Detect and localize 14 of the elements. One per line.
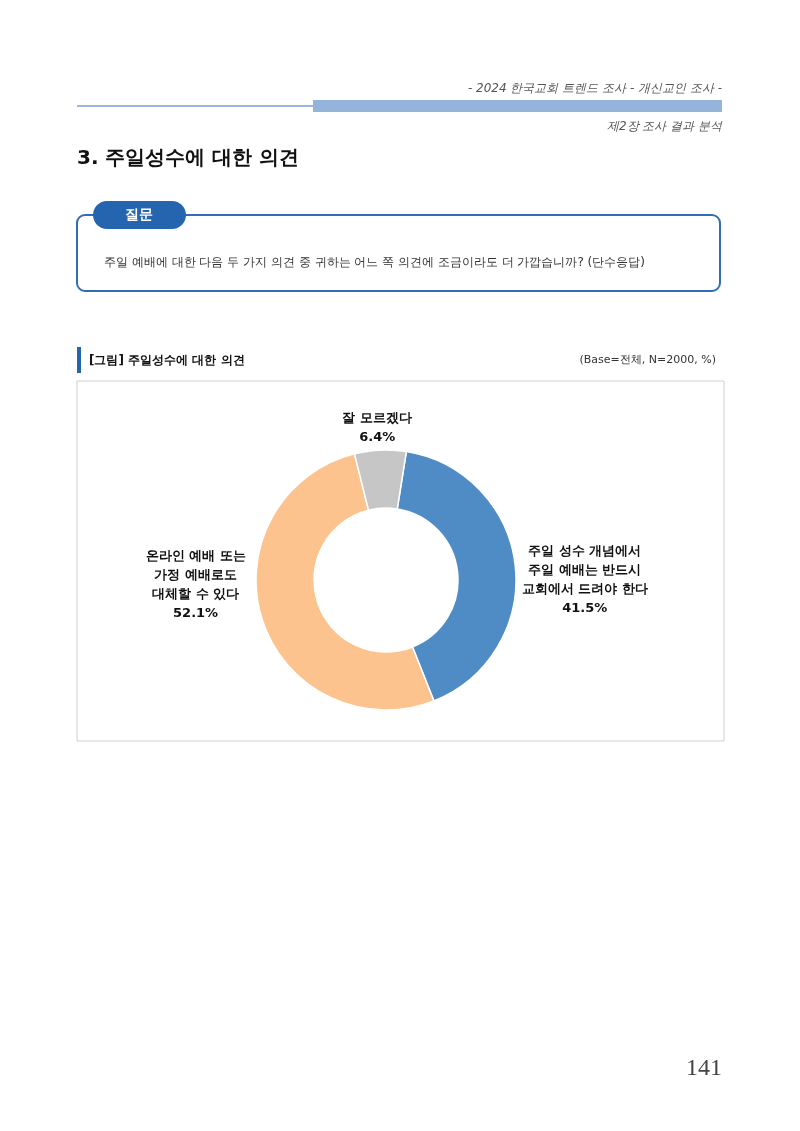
text: 3. 주일성수에 대한 의견 <box>77 145 300 169</box>
text: 141 <box>686 1054 722 1080</box>
data-label: 6.4% <box>359 428 396 444</box>
text: 질문 <box>125 206 153 222</box>
chart-title: [그림] 주일성수에 대한 의견 <box>89 353 245 367</box>
chart-subtitle: (Base=전체, N=2000, %) <box>579 353 716 366</box>
text: - 2024 한국교회 트렌드 조사 - 개신교인 조사 - <box>467 81 722 95</box>
slice-label: 온라인 예배 또는 가정 예배로도 대체할 수 있다 <box>145 547 246 601</box>
text: 제2장 조사 결과 분석 <box>606 119 723 133</box>
data-label: 52.1% <box>173 604 219 620</box>
slice-label: 주일 성수 개념에서 주일 예배는 반드시 교회에서 드려야 한다 <box>521 543 648 597</box>
text: 주일 예배에 대한 다음 두 가지 의견 중 귀하는 어느 쪽 의견에 조금이라도 더 가깝습니까? (단수응답) <box>104 255 645 269</box>
data-label: 41.5% <box>562 600 608 616</box>
slice-label: 잘 모르겠다 <box>342 409 412 425</box>
